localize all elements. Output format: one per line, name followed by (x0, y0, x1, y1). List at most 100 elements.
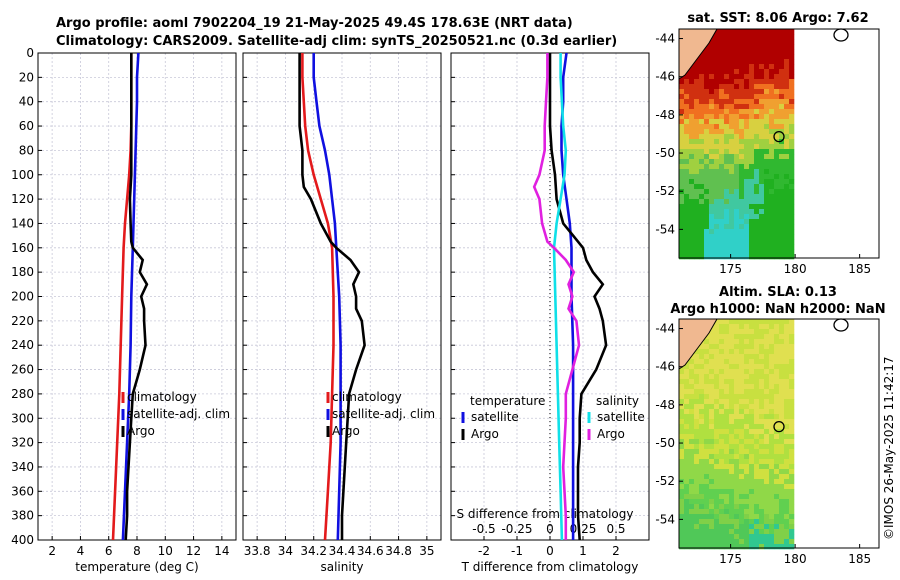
map-cell (709, 349, 715, 355)
map-cell (749, 439, 755, 445)
map-cell (749, 339, 755, 345)
map-cell (739, 89, 745, 95)
map-cell (724, 34, 730, 40)
map-cell (709, 524, 715, 530)
map-cell (719, 189, 725, 195)
map-cell (704, 234, 710, 240)
map-cell (769, 499, 775, 505)
map-cell (719, 99, 725, 105)
map-cell (759, 359, 765, 365)
map-cell (739, 184, 745, 190)
map-cell (694, 199, 700, 205)
map-cell (699, 119, 705, 125)
map-cell (759, 204, 765, 210)
map-cell (734, 539, 740, 545)
y-tick-label: 40 (19, 95, 34, 109)
map-cell (714, 514, 720, 520)
map-cell (699, 109, 705, 115)
y-tick-label: 340 (11, 460, 34, 474)
map-cell (699, 394, 705, 400)
map-cell (739, 124, 745, 130)
map-cell (749, 54, 755, 60)
map-cell (789, 519, 795, 525)
map-cell (704, 204, 710, 210)
map-cell (734, 359, 740, 365)
map-cell (749, 144, 755, 150)
map-cell (689, 114, 695, 120)
y-tick-label: 60 (19, 119, 34, 133)
map-cell (739, 539, 745, 545)
map-cell (704, 474, 710, 480)
map-cell (719, 49, 725, 55)
map-cell (734, 219, 740, 225)
map-cell (789, 524, 795, 530)
map-cell (739, 164, 745, 170)
map-cell (754, 129, 760, 135)
map-cell (699, 434, 705, 440)
map-cell (729, 144, 735, 150)
map-cell (789, 124, 795, 130)
map-cell (789, 239, 795, 245)
map-cell (779, 64, 785, 70)
map-cell (689, 224, 695, 230)
map-cell (704, 124, 710, 130)
map-cell (789, 349, 795, 355)
map-cell (779, 149, 785, 155)
map-cell (759, 469, 765, 475)
map-cell (744, 34, 750, 40)
x-tick-label: 1 (579, 544, 587, 558)
map-cell (744, 394, 750, 400)
map-cell (694, 454, 700, 460)
map-cell (789, 449, 795, 455)
map-cell (684, 429, 690, 435)
map-cell (754, 254, 760, 260)
map-cell (789, 444, 795, 450)
map-cell (719, 324, 725, 330)
map-cell (714, 489, 720, 495)
map-cell (789, 79, 795, 85)
map-cell (754, 354, 760, 360)
map-cell (724, 64, 730, 70)
map-cell (699, 54, 705, 60)
map-cell (779, 239, 785, 245)
map-cell (679, 214, 685, 220)
map-cell (744, 224, 750, 230)
map-cell (749, 74, 755, 80)
map-cell (684, 214, 690, 220)
map-cell (749, 539, 755, 545)
map-cell (779, 224, 785, 230)
map-cell (769, 474, 775, 480)
map-cell (694, 204, 700, 210)
map-cell (749, 444, 755, 450)
map-cell (744, 124, 750, 130)
map-cell (759, 544, 765, 550)
map-cell (744, 334, 750, 340)
map-cell (699, 359, 705, 365)
map-cell (749, 509, 755, 515)
map-cell (764, 244, 770, 250)
map-cell (724, 449, 730, 455)
map-cell (754, 49, 760, 55)
map-cell (699, 64, 705, 70)
map-cell (784, 414, 790, 420)
map-cell (719, 74, 725, 80)
map-cell (704, 539, 710, 545)
map-cell (789, 134, 795, 140)
map-cell (774, 459, 780, 465)
map-cell (719, 489, 725, 495)
map-cell (749, 119, 755, 125)
map-cell (759, 504, 765, 510)
map-cell (714, 184, 720, 190)
map-cell (739, 379, 745, 385)
map-cell (749, 379, 755, 385)
map-cell (694, 544, 700, 550)
map-cell (699, 534, 705, 540)
map-cell (724, 504, 730, 510)
map-cell (769, 79, 775, 85)
map-cell (739, 59, 745, 65)
map-cell (729, 469, 735, 475)
map-cell (789, 339, 795, 345)
map-cell (779, 454, 785, 460)
map-cell (784, 34, 790, 40)
map-cell (779, 474, 785, 480)
